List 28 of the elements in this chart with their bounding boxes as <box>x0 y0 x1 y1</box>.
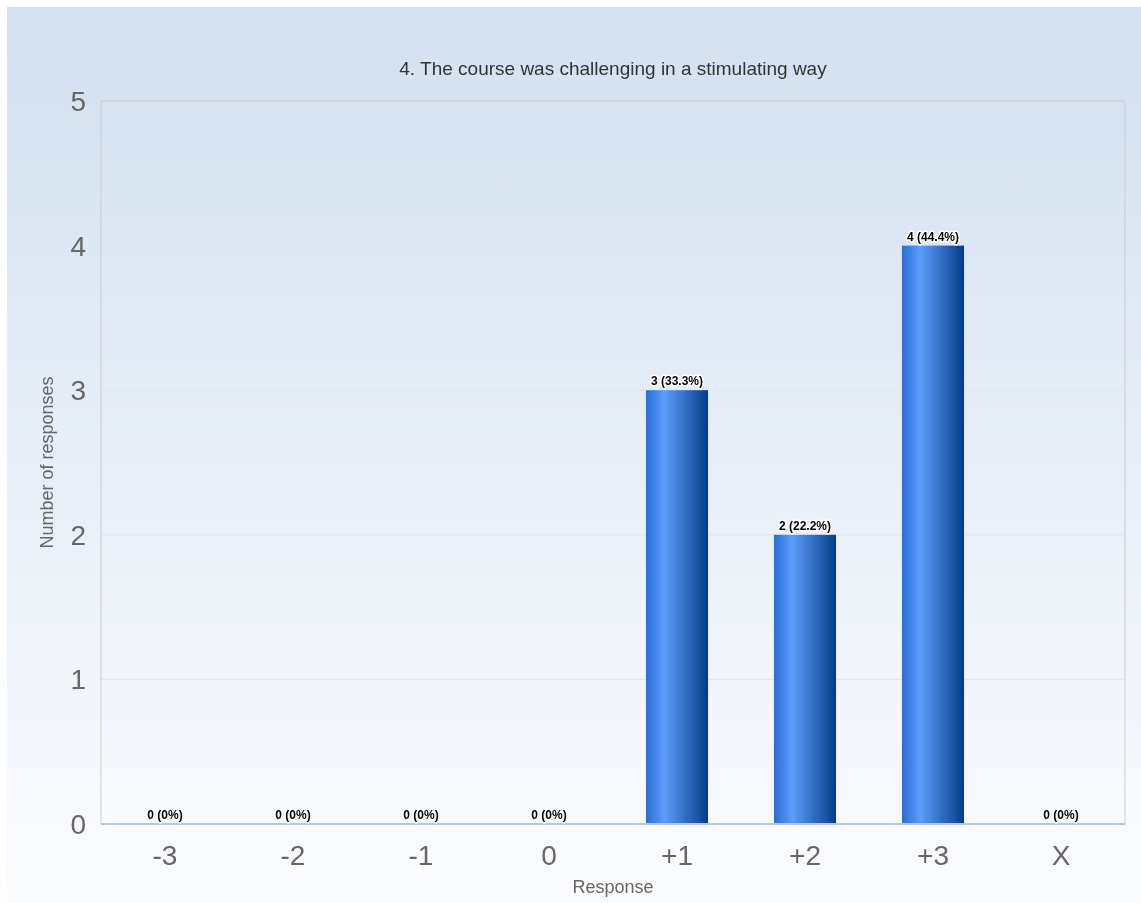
data-label: 4 (44.4%) <box>906 229 960 244</box>
bar <box>901 245 965 824</box>
x-tick-label: +2 <box>789 840 821 871</box>
x-tick-label: -1 <box>408 840 434 871</box>
y-tick-label: 0 <box>70 809 86 841</box>
data-label: 3 (33.3%) <box>650 374 704 389</box>
x-tick-label: -3 <box>152 840 178 871</box>
data-label: 0 (0%) <box>1043 808 1079 822</box>
x-tick-label: -2 <box>280 840 306 871</box>
x-tick-label: +3 <box>917 840 949 871</box>
x-tick-label: X <box>1051 840 1071 871</box>
data-label: 0 (0%) <box>531 808 567 822</box>
x-tick-label: 0 <box>541 840 557 871</box>
y-tick-label: 3 <box>70 375 86 407</box>
data-label: 0 (0%) <box>147 808 183 822</box>
y-tick-label: 5 <box>70 86 86 118</box>
x-axis-title: Response <box>572 877 654 897</box>
y-tick-label: 4 <box>70 230 86 262</box>
y-tick-label: 1 <box>70 664 86 696</box>
y-tick-label: 2 <box>70 519 86 551</box>
bar <box>645 390 709 824</box>
data-label: 0 (0%) <box>275 808 311 822</box>
y-axis-title: Number of responses <box>37 376 57 549</box>
chart-title: 4. The course was challenging in a stimulating way <box>399 58 828 79</box>
data-label: 2 (22.2%) <box>778 518 832 533</box>
x-tick-label: +1 <box>661 840 693 871</box>
bar <box>773 534 837 824</box>
data-label: 0 (0%) <box>403 808 439 822</box>
